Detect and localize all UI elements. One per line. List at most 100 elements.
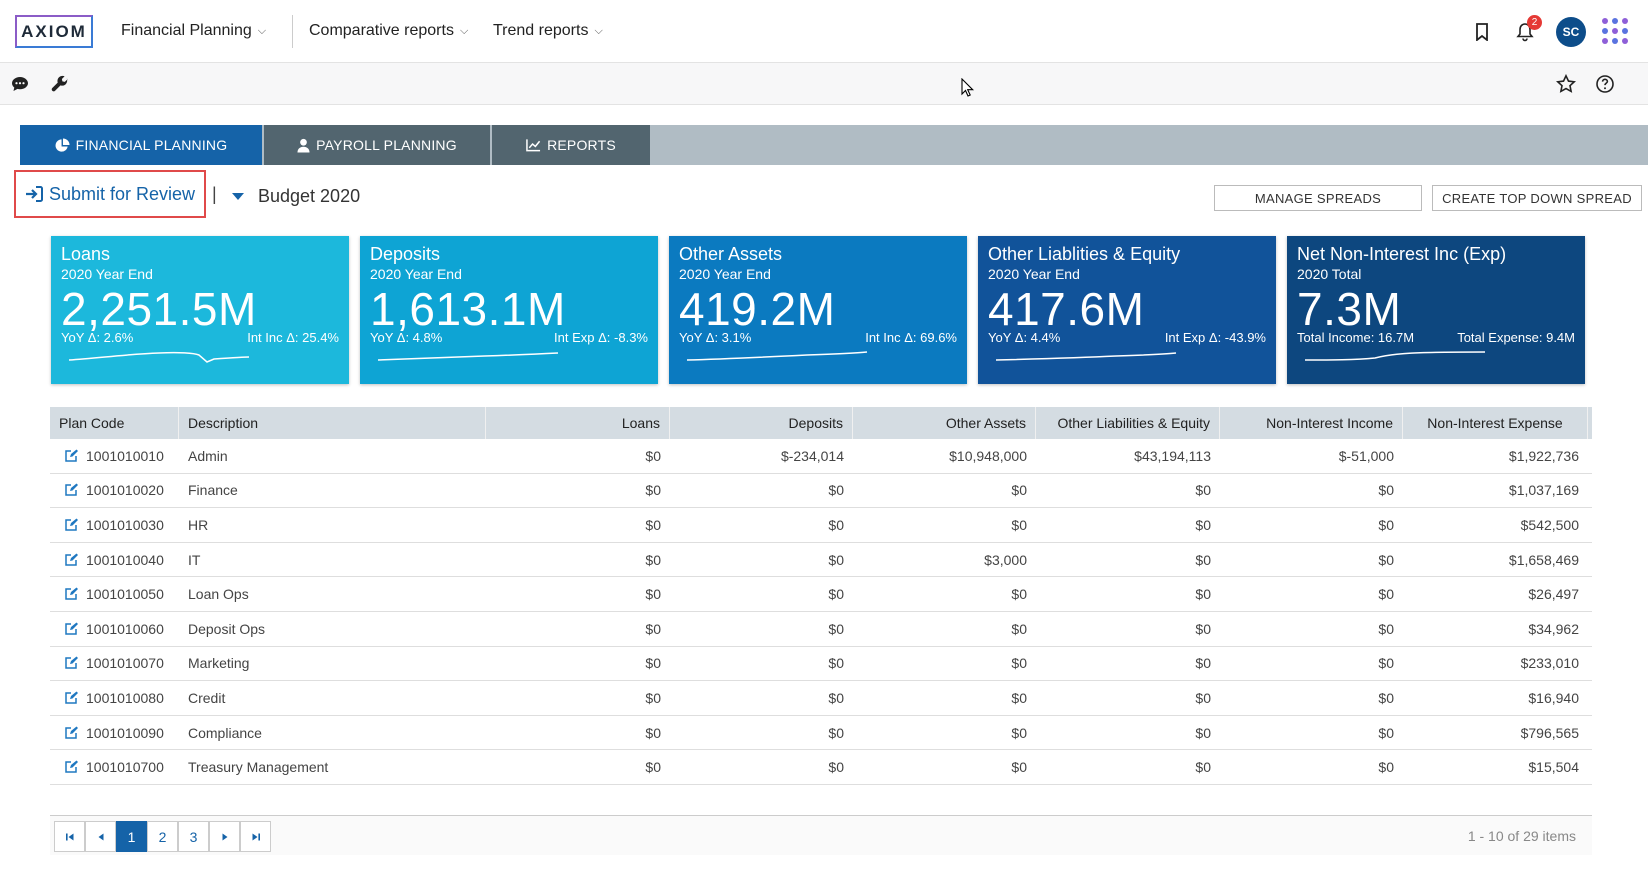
manage-spreads-button[interactable]: MANAGE SPREADS — [1214, 185, 1422, 211]
next-page-icon — [222, 833, 227, 840]
table-row[interactable]: 1001010080 Credit $0 $0 $0 $0 $0 $16,940 — [50, 681, 1592, 716]
column-header[interactable]: Description — [179, 407, 486, 439]
table-row[interactable]: 1001010030 HR $0 $0 $0 $0 $0 $542,500 — [50, 508, 1592, 543]
column-header[interactable]: Non-Interest Income — [1220, 407, 1403, 439]
help-icon[interactable] — [1593, 72, 1617, 96]
page-button-1[interactable]: 1 — [116, 821, 147, 852]
table-cell: 1001010010 — [50, 439, 179, 473]
axiom-logo[interactable]: AXIOM — [15, 15, 93, 48]
budget-dropdown[interactable]: Budget 2020 — [232, 186, 360, 207]
bookmark-icon[interactable] — [1470, 20, 1494, 44]
table-row[interactable]: 1001010060 Deposit Ops $0 $0 $0 $0 $0 $34,962 — [50, 612, 1592, 647]
notification-bell-icon[interactable]: 2 — [1513, 15, 1542, 44]
plan-code: 1001010010 — [86, 447, 164, 464]
cell-value: $34,962 — [1528, 620, 1579, 637]
table-row[interactable]: 1001010050 Loan Ops $0 $0 $0 $0 $0 $26,497 — [50, 577, 1592, 612]
table-cell: Deposit Ops — [179, 612, 486, 646]
column-header[interactable]: Plan Code — [50, 407, 179, 439]
edit-icon[interactable] — [64, 518, 78, 532]
cell-value: $1,658,469 — [1508, 551, 1579, 568]
tab-financial-planning[interactable]: FINANCIAL PLANNING — [20, 125, 262, 165]
table-cell: $0 — [853, 577, 1036, 611]
cell-value: $0 — [828, 759, 844, 776]
mouse-cursor-icon — [961, 78, 975, 97]
kpi-sparkline — [1305, 351, 1486, 361]
edit-icon[interactable] — [64, 726, 78, 740]
table-row[interactable]: 1001010090 Compliance $0 $0 $0 $0 $0 $796,565 — [50, 716, 1592, 751]
cell-value: $1,922,736 — [1508, 447, 1579, 464]
kpi-sparkline — [69, 351, 250, 363]
last-page-button[interactable] — [240, 821, 271, 852]
table-row[interactable]: 1001010070 Marketing $0 $0 $0 $0 $0 $233,010 — [50, 647, 1592, 682]
edit-icon[interactable] — [64, 622, 78, 636]
cell-value: $16,940 — [1528, 689, 1579, 706]
table-cell: $34,962 — [1403, 612, 1588, 646]
table-row[interactable]: 1001010010 Admin $0 $-234,014 $10,948,000 $43… — [50, 439, 1592, 474]
table-cell: Finance — [179, 474, 486, 508]
wrench-icon[interactable] — [48, 72, 72, 96]
caret-down-icon — [232, 193, 244, 200]
column-header[interactable]: Deposits — [670, 407, 853, 439]
edit-icon[interactable] — [64, 691, 78, 705]
column-header[interactable]: Loans — [486, 407, 670, 439]
nav-comparative-reports[interactable]: Comparative reports ⌵ — [309, 22, 468, 40]
kpi-card[interactable]: Deposits 2020 Year End 1,613.1M YoY Δ: 4.8%… — [360, 236, 658, 384]
column-header[interactable]: Other Liabilities & Equity — [1036, 407, 1220, 439]
cell-value: $0 — [828, 482, 844, 499]
edit-icon[interactable] — [64, 656, 78, 670]
star-icon[interactable] — [1554, 72, 1578, 96]
kpi-card-title: Other Liablities & Equity — [988, 244, 1181, 264]
table-cell: 1001010060 — [50, 612, 179, 646]
cell-value: $0 — [828, 724, 844, 741]
cell-value: Compliance — [188, 724, 262, 741]
table-row[interactable]: 1001010040 IT $0 $0 $3,000 $0 $0 $1,658,469 — [50, 543, 1592, 578]
column-header[interactable]: Other Assets — [853, 407, 1036, 439]
nav-trend-reports[interactable]: Trend reports ⌵ — [493, 22, 603, 40]
edit-icon[interactable] — [64, 760, 78, 774]
prev-page-button[interactable] — [85, 821, 116, 852]
tab-reports[interactable]: REPORTS — [492, 125, 650, 165]
first-page-button[interactable] — [54, 821, 85, 852]
next-page-button[interactable] — [209, 821, 240, 852]
cell-value: $0 — [1011, 620, 1027, 637]
table-cell: $0 — [1220, 474, 1403, 508]
cell-value: $0 — [1378, 724, 1394, 741]
nav-financial-planning[interactable]: Financial Planning ⌵ — [121, 22, 266, 40]
create-top-down-spread-button[interactable]: CREATE TOP DOWN SPREAD — [1432, 185, 1642, 211]
cell-value: $0 — [645, 516, 661, 533]
kpi-card[interactable]: Loans 2020 Year End 2,251.5M YoY Δ: 2.6% Int… — [51, 236, 349, 384]
edit-icon[interactable] — [64, 553, 78, 567]
cell-value: Loan Ops — [188, 586, 249, 603]
submit-for-review-button[interactable]: Submit for Review — [14, 170, 206, 218]
table-cell: $0 — [486, 647, 670, 681]
table-cell: $15,504 — [1403, 750, 1588, 784]
table-cell: $0 — [486, 716, 670, 750]
table-row[interactable]: 1001010700 Treasury Management $0 $0 $0 $0 $0 $… — [50, 750, 1592, 785]
edit-icon[interactable] — [64, 483, 78, 497]
kpi-card[interactable]: Other Liablities & Equity 2020 Year End 41… — [978, 236, 1276, 384]
table-cell: 1001010070 — [50, 647, 179, 681]
cell-value: $0 — [1378, 689, 1394, 706]
kpi-card[interactable]: Net Non-Interest Inc (Exp) 2020 Total 7.3M… — [1287, 236, 1585, 384]
cell-value: $0 — [1195, 586, 1211, 603]
first-page-icon — [65, 833, 73, 840]
page-button-3[interactable]: 3 — [178, 821, 209, 852]
table-cell: 1001010020 — [50, 474, 179, 508]
chat-icon[interactable] — [8, 72, 32, 96]
column-header[interactable]: Non-Interest Expense — [1403, 407, 1588, 439]
app-launcher-grid-icon[interactable] — [1602, 18, 1628, 44]
table-cell: Treasury Management — [179, 750, 486, 784]
tab-payroll-planning[interactable]: PAYROLL PLANNING — [264, 125, 490, 165]
cell-value: $3,000 — [984, 551, 1027, 568]
page-button-2[interactable]: 2 — [147, 821, 178, 852]
table-cell: 1001010030 — [50, 508, 179, 542]
kpi-card[interactable]: Other Assets 2020 Year End 419.2M YoY Δ: 3.… — [669, 236, 967, 384]
cell-value: $0 — [1378, 482, 1394, 499]
edit-icon[interactable] — [64, 587, 78, 601]
user-avatar[interactable]: SC — [1556, 17, 1586, 47]
prev-page-icon — [98, 833, 103, 840]
edit-icon[interactable] — [64, 449, 78, 463]
cell-value: $0 — [645, 447, 661, 464]
cell-value: $0 — [645, 482, 661, 499]
table-row[interactable]: 1001010020 Finance $0 $0 $0 $0 $0 $1,037,169 — [50, 474, 1592, 509]
